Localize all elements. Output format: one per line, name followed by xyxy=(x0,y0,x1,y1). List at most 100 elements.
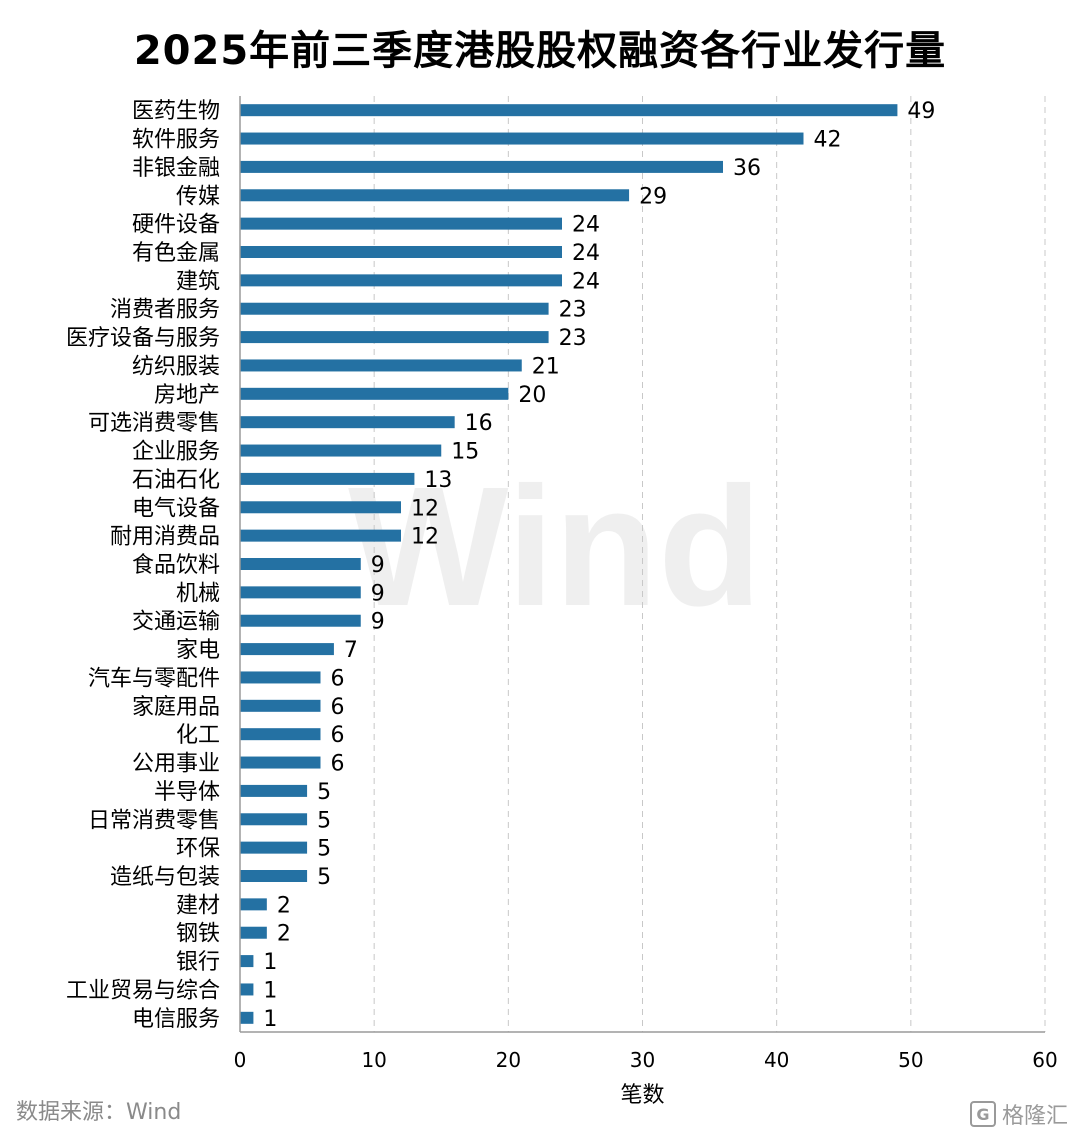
category-label: 家庭用品 xyxy=(132,695,220,720)
bar xyxy=(240,274,562,287)
bar-value-label: 13 xyxy=(424,468,452,493)
category-label: 硬件设备 xyxy=(132,213,220,238)
bar xyxy=(240,699,321,712)
bar xyxy=(240,841,308,854)
bar-value-label: 24 xyxy=(572,269,600,294)
bar-value-label: 1 xyxy=(263,978,277,1003)
bar xyxy=(240,614,361,627)
category-label: 公用事业 xyxy=(132,752,220,777)
x-axis-label: 笔数 xyxy=(620,1083,664,1108)
category-label: 日常消费零售 xyxy=(88,808,220,833)
bar-value-label: 9 xyxy=(371,581,385,606)
bar xyxy=(240,813,308,826)
x-tick-label: 10 xyxy=(361,1048,386,1072)
bar xyxy=(240,898,267,911)
bar xyxy=(240,359,522,372)
bar-value-label: 16 xyxy=(465,411,493,436)
bar xyxy=(240,643,334,656)
bar xyxy=(240,132,804,145)
category-label: 食品饮料 xyxy=(132,553,220,578)
category-label: 工业贸易与综合 xyxy=(66,978,220,1003)
background-watermark: Wind xyxy=(348,452,762,642)
category-label: 传媒 xyxy=(176,184,220,209)
bar xyxy=(240,104,898,117)
bar-value-label: 5 xyxy=(317,780,331,805)
bar xyxy=(240,784,308,797)
bar-value-label: 2 xyxy=(277,893,291,918)
category-label: 耐用消费品 xyxy=(110,525,220,550)
x-tick-label: 0 xyxy=(234,1048,247,1072)
category-label: 家电 xyxy=(176,638,220,663)
x-tick-label: 40 xyxy=(764,1048,789,1072)
x-tick-label: 60 xyxy=(1032,1048,1057,1072)
category-label: 有色金属 xyxy=(132,241,220,266)
bar xyxy=(240,416,455,429)
category-label: 企业服务 xyxy=(132,440,220,465)
bar-value-label: 5 xyxy=(317,865,331,890)
category-label: 电气设备 xyxy=(132,496,220,521)
category-label: 钢铁 xyxy=(176,922,220,947)
bar xyxy=(240,160,723,173)
bar-value-label: 23 xyxy=(559,298,587,323)
bar-value-label: 42 xyxy=(814,128,842,153)
category-label: 机械 xyxy=(176,581,220,606)
data-labels: 4942362924242423232120161513121299976666… xyxy=(263,99,935,1032)
bar-value-label: 23 xyxy=(559,326,587,351)
bar xyxy=(240,728,321,741)
bar xyxy=(240,331,549,344)
bar-value-label: 2 xyxy=(277,922,291,947)
bar-value-label: 1 xyxy=(263,1007,277,1032)
category-label: 石油石化 xyxy=(132,468,220,493)
category-label: 环保 xyxy=(176,837,220,862)
bar xyxy=(240,926,267,939)
bar-value-label: 7 xyxy=(344,638,358,663)
bar-value-label: 1 xyxy=(263,950,277,975)
bar xyxy=(240,983,254,996)
bar xyxy=(240,444,442,457)
bar-value-label: 12 xyxy=(411,525,439,550)
bar-value-label: 36 xyxy=(733,156,761,181)
bar-value-label: 15 xyxy=(451,440,479,465)
category-label: 汽车与零配件 xyxy=(88,666,220,691)
bar xyxy=(240,529,401,542)
category-label: 可选消费零售 xyxy=(88,411,220,436)
category-label: 交通运输 xyxy=(132,610,220,635)
bar xyxy=(240,756,321,769)
chart-title: 2025年前三季度港股股权融资各行业发行量 xyxy=(133,28,947,74)
x-tick-label: 30 xyxy=(630,1048,655,1072)
x-tick-labels: 0 10 20 30 40 50 60 xyxy=(234,1048,1058,1072)
bar xyxy=(240,558,361,570)
category-labels: 医药生物软件服务非银金融传媒硬件设备有色金属建筑消费者服务医疗设备与服务纺织服装… xyxy=(66,99,220,1032)
bar-value-label: 24 xyxy=(572,241,600,266)
category-label: 消费者服务 xyxy=(110,298,220,323)
category-label: 医药生物 xyxy=(132,99,220,124)
bar-value-label: 20 xyxy=(518,383,546,408)
category-label: 建筑 xyxy=(176,269,220,294)
category-label: 半导体 xyxy=(154,780,220,805)
bar-value-label: 12 xyxy=(411,496,439,521)
source-note: 数据来源：Wind xyxy=(16,1100,182,1125)
bar xyxy=(240,1011,254,1024)
bar-value-label: 9 xyxy=(371,553,385,578)
category-label: 银行 xyxy=(176,950,220,975)
bar-value-label: 5 xyxy=(317,808,331,833)
bar xyxy=(240,189,630,202)
bar xyxy=(240,217,562,230)
bar xyxy=(240,586,361,599)
bar-value-label: 29 xyxy=(639,184,667,209)
bar xyxy=(240,302,549,315)
bar-value-label: 49 xyxy=(907,99,935,124)
bar xyxy=(240,870,308,882)
bar xyxy=(240,671,321,684)
category-label: 化工 xyxy=(176,723,220,748)
category-label: 软件服务 xyxy=(132,128,220,153)
bar xyxy=(240,387,509,400)
bar-value-label: 6 xyxy=(331,666,345,691)
category-label: 纺织服装 xyxy=(132,354,220,379)
category-label: 建材 xyxy=(176,893,220,918)
bar xyxy=(240,472,415,485)
bar-value-label: 5 xyxy=(317,837,331,862)
bar-value-label: 21 xyxy=(532,354,560,379)
category-label: 电信服务 xyxy=(132,1007,220,1032)
